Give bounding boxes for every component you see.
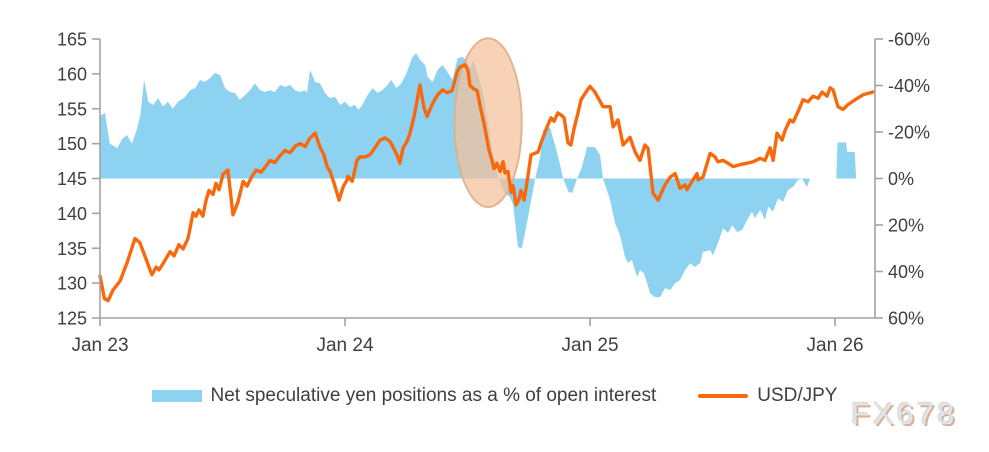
x-axis-tick-label: Jan 23 [71, 335, 128, 356]
left-axis-tick-label: 160 [57, 64, 87, 84]
right-axis-tick-label: -60% [888, 30, 930, 50]
left-axis-tick-label: 145 [57, 169, 87, 189]
left-axis-tick-label: 150 [57, 134, 87, 154]
left-axis-tick-label: 165 [57, 30, 87, 50]
x-axis-tick-label: Jan 25 [562, 335, 619, 356]
left-axis-tick-label: 125 [57, 309, 87, 329]
left-axis-tick-label: 155 [57, 99, 87, 119]
right-axis-tick-label: 20% [888, 216, 924, 236]
legend-label-positions: Net speculative yen positions as a % of … [210, 385, 657, 406]
legend: Net speculative yen positions as a % of … [0, 385, 989, 407]
right-axis-tick-label: 40% [888, 262, 924, 282]
right-axis-tick-label: 0% [888, 169, 914, 189]
right-axis-tick-label: -20% [888, 123, 930, 143]
legend-item-positions: Net speculative yen positions as a % of … [151, 385, 657, 407]
left-axis-tick-label: 135 [57, 239, 87, 259]
usdjpy-line [98, 63, 875, 303]
area-series-swatch [151, 390, 202, 402]
right-axis-tick-label: -40% [888, 76, 930, 96]
x-axis-tick-label: Jan 24 [316, 335, 373, 356]
line-series-swatch [698, 394, 749, 398]
legend-item-usdjpy: USD/JPY [698, 385, 837, 407]
left-axis-tick-label: 130 [57, 274, 87, 294]
chart-plot-area: 165 160 155 150 145 140 135 130 125 -60% -40% -20% 0… [57, 30, 930, 357]
legend-label-usdjpy: USD/JPY [757, 385, 838, 406]
left-axis-tick-label: 140 [57, 204, 87, 224]
x-axis-tick-label: Jan 26 [807, 335, 864, 356]
watermark: FX678 [851, 396, 958, 431]
right-axis-tick-label: 60% [888, 309, 924, 329]
